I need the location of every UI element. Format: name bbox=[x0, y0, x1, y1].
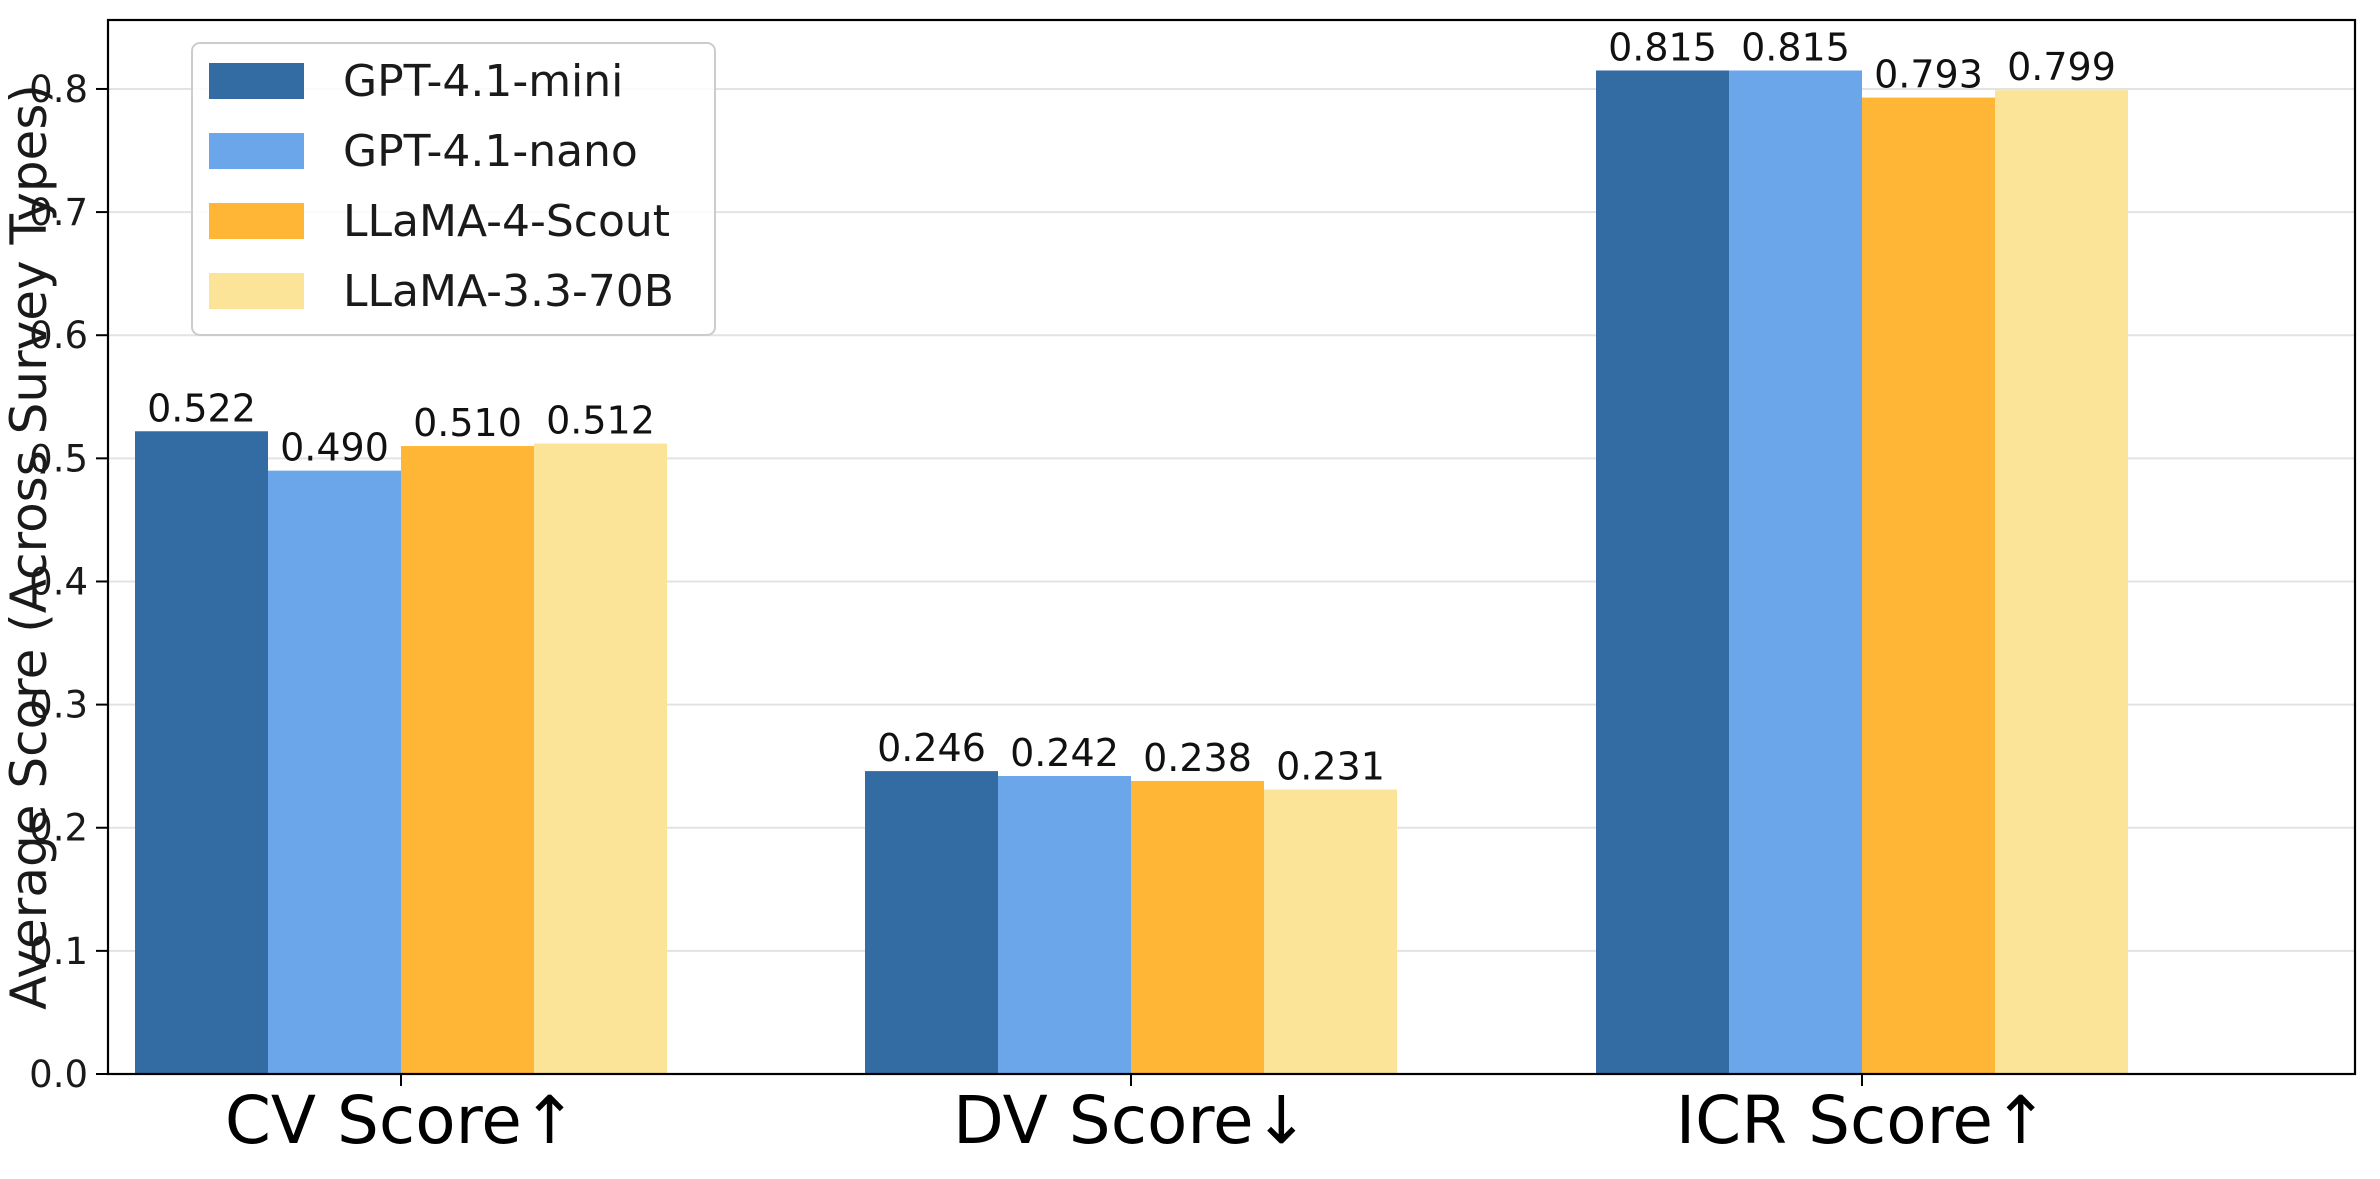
data-labels: 0.522 0.490 0.510 0.512 0.246 0.242 0.238 0.231… bbox=[147, 25, 2116, 788]
bar-value-label: 0.799 bbox=[2007, 45, 2116, 89]
bar bbox=[1131, 780, 1264, 1074]
bar bbox=[1729, 70, 1862, 1074]
x-axis-categories: CV Score↑ DV Score↓ ICR Score↑ bbox=[225, 1074, 2048, 1159]
bar bbox=[1995, 90, 2128, 1075]
y-tick-label: 0.0 bbox=[29, 1053, 88, 1096]
bar-value-label: 0.815 bbox=[1608, 25, 1717, 69]
bar bbox=[268, 470, 401, 1074]
plot-area-frame bbox=[106, 18, 2357, 1076]
bar bbox=[534, 443, 667, 1075]
legend-swatch bbox=[209, 63, 304, 99]
y-tick-label: 0.7 bbox=[29, 191, 88, 234]
bar-value-label: 0.512 bbox=[546, 399, 655, 443]
bar-value-label: 0.231 bbox=[1276, 745, 1385, 789]
bar-value-label: 0.490 bbox=[280, 426, 389, 470]
bars bbox=[135, 70, 2128, 1075]
y-axis-ticks: 0.0 0.1 0.2 0.3 0.4 0.5 0.6 0.7 0.8 bbox=[29, 68, 108, 1096]
bar-value-label: 0.793 bbox=[1874, 53, 1983, 97]
bar-value-label: 0.238 bbox=[1143, 736, 1252, 780]
legend-label: GPT-4.1-mini bbox=[343, 56, 623, 107]
y-tick-label: 0.8 bbox=[29, 68, 88, 111]
legend-swatch bbox=[209, 203, 304, 239]
legend-label: GPT-4.1-nano bbox=[343, 126, 638, 177]
x-category-label: DV Score↓ bbox=[953, 1082, 1309, 1159]
bar-value-label: 0.510 bbox=[413, 401, 522, 445]
legend-swatch bbox=[209, 273, 304, 309]
y-tick-label: 0.1 bbox=[29, 930, 88, 973]
bar-value-label: 0.815 bbox=[1741, 25, 1850, 69]
legend-label: LLaMA-4-Scout bbox=[343, 196, 670, 247]
bar bbox=[865, 771, 998, 1074]
bar bbox=[135, 431, 268, 1074]
bar bbox=[1264, 789, 1397, 1074]
bar-value-label: 0.246 bbox=[877, 726, 986, 770]
legend-swatch bbox=[209, 133, 304, 169]
legend: GPT-4.1-mini GPT-4.1-nano LLaMA-4-Scout LLa… bbox=[191, 42, 716, 336]
x-category-label: CV Score↑ bbox=[225, 1082, 577, 1159]
y-tick-label: 0.2 bbox=[29, 807, 88, 850]
bar bbox=[401, 446, 534, 1074]
y-axis-label: Average Score (Across Survey Types) bbox=[0, 84, 58, 1010]
y-tick-label: 0.3 bbox=[29, 684, 88, 727]
y-tick-label: 0.6 bbox=[29, 314, 88, 357]
y-tick-label: 0.5 bbox=[29, 437, 88, 480]
bar bbox=[1596, 70, 1729, 1074]
bar bbox=[998, 776, 1131, 1074]
x-category-label: ICR Score↑ bbox=[1676, 1082, 2049, 1159]
legend-label: LLaMA-3.3-70B bbox=[343, 266, 674, 317]
legend-box bbox=[191, 42, 716, 336]
bar-value-label: 0.522 bbox=[147, 386, 256, 430]
bar bbox=[1862, 97, 1995, 1074]
y-tick-label: 0.4 bbox=[29, 560, 88, 603]
bar-value-label: 0.242 bbox=[1010, 731, 1119, 775]
